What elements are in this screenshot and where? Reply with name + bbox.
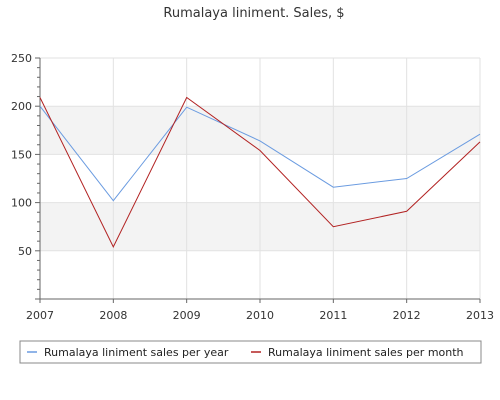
x-tick-labels: 2007 2008 2009 2010 2011 2012 2013 xyxy=(26,309,494,322)
x-tick-label: 2009 xyxy=(173,309,201,322)
x-tick-label: 2011 xyxy=(319,309,347,322)
legend-label-1: Rumalaya liniment sales per year xyxy=(44,346,229,359)
y-tick-label: 100 xyxy=(11,197,32,210)
gridlines xyxy=(39,57,481,299)
y-tick-label: 150 xyxy=(11,148,32,161)
y-tick-labels: 50 100 150 200 250 xyxy=(11,52,32,258)
x-tick-label: 2007 xyxy=(26,309,54,322)
y-tick-label: 50 xyxy=(18,245,32,258)
x-tick-label: 2012 xyxy=(393,309,421,322)
series-line-2 xyxy=(39,96,481,249)
axes xyxy=(35,57,481,303)
y-tick-label: 250 xyxy=(11,52,32,65)
y-tick-label: 200 xyxy=(11,100,32,113)
legend: Rumalaya liniment sales per year Rumalaya… xyxy=(19,340,482,364)
chart-title: Rumalaya liniment. Sales, $ xyxy=(163,6,344,21)
x-tick-label: 2013 xyxy=(466,309,494,322)
legend-box xyxy=(19,340,482,364)
legend-label-2: Rumalaya liniment sales per month xyxy=(268,346,464,359)
series-lines xyxy=(39,96,481,249)
series-line-1 xyxy=(39,105,481,202)
x-tick-label: 2010 xyxy=(246,309,274,322)
x-tick-label: 2008 xyxy=(99,309,127,322)
